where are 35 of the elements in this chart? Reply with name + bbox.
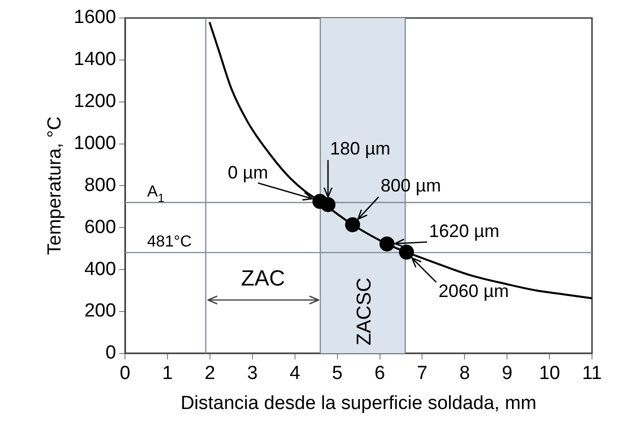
point [320, 197, 336, 212]
x-tick-label: 0 [120, 363, 130, 384]
y-tick-label: 1200 [74, 91, 116, 112]
x-tick-label: 9 [502, 363, 512, 384]
annotation: ZAC [241, 266, 286, 291]
x-tick-label: 8 [459, 363, 470, 384]
x-tick-label: 10 [538, 363, 560, 384]
x-tick-label: 6 [374, 363, 386, 384]
x-tick-label: 4 [290, 363, 301, 384]
y-tick-label: 600 [84, 216, 116, 238]
point [345, 217, 360, 232]
x-tick-label: 2 [204, 363, 216, 384]
y-axis-title: Temperatura, °C [44, 116, 66, 255]
x-tick-label: 5 [332, 363, 343, 384]
annotation: 800 µm [380, 176, 441, 196]
annotation: 2060 µm [438, 281, 509, 302]
annotation: 180 µm [330, 138, 390, 159]
x-tick-label: 1 [162, 363, 173, 384]
y-tick-label: 200 [84, 300, 116, 322]
annotation: 1620 µm [428, 220, 500, 241]
ref-line-label: 481°C [147, 234, 192, 251]
x-tick-label: 7 [416, 363, 428, 384]
point [399, 244, 414, 260]
band-label: ZACSC [353, 278, 376, 346]
x-tick-label: 11 [582, 363, 602, 384]
y-tick-label: 800 [84, 174, 116, 196]
y-tick-label: 1400 [74, 49, 116, 70]
y-tick-label: 1000 [74, 133, 116, 154]
point [379, 236, 394, 252]
y-tick-label: 400 [84, 258, 116, 280]
annotation: 0 µm [228, 162, 268, 182]
y-tick-label: 1600 [74, 7, 116, 28]
x-tick-label: 3 [247, 363, 258, 384]
x-axis-title: Distancia desde la superficie soldada, mm [180, 392, 536, 414]
y-tick-label: 0 [105, 342, 116, 364]
